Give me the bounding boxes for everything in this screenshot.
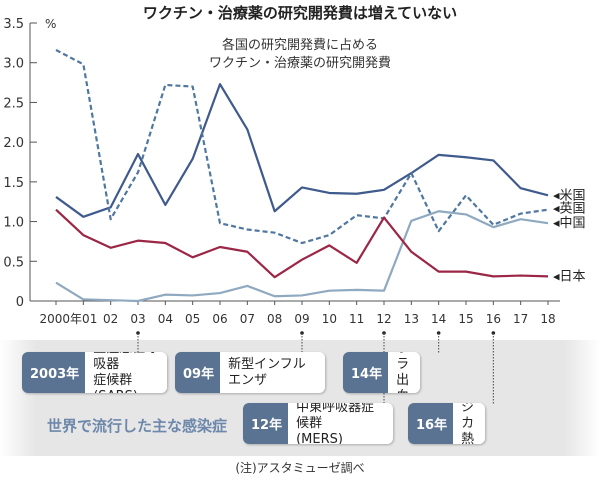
x-tick-label: 2000年01 xyxy=(40,312,98,326)
series-line-英国 xyxy=(55,49,549,245)
chart-title: ワクチン・治療薬の研究開発費は増えていない xyxy=(143,4,457,22)
y-tick-label: 2.0 xyxy=(3,136,24,151)
x-tick-label: 17 xyxy=(513,312,528,326)
x-tick-label: 02 xyxy=(103,312,118,326)
series-line-中国 xyxy=(55,210,549,303)
series-line-米国 xyxy=(55,83,549,218)
y-tick-label: 1.5 xyxy=(3,176,24,191)
x-tick-label: 14 xyxy=(431,312,446,326)
event-box: 14年エボラ 出血熱 xyxy=(343,352,420,393)
event-name: 重症急性呼吸器 症候群(SARS) xyxy=(85,352,167,393)
y-tick-label: 3.0 xyxy=(3,57,24,72)
event-name: ジカ熱 xyxy=(453,403,485,444)
y-tick-label: 2.5 xyxy=(3,96,24,111)
y-tick-label: 0.5 xyxy=(3,255,24,270)
x-tick-label: 07 xyxy=(240,312,255,326)
x-tick-label: 13 xyxy=(404,312,419,326)
event-year: 14年 xyxy=(343,352,389,393)
source-note: (注)アスタミューゼ調べ xyxy=(235,461,365,475)
event-name: エボラ 出血熱 xyxy=(388,352,420,393)
event-name: 中東呼吸器症候群 (MERS) xyxy=(288,403,393,444)
x-tick-label: 12 xyxy=(376,312,391,326)
y-tick-label: 3.5 xyxy=(3,17,24,32)
series-label: ◂日本 xyxy=(553,269,586,284)
chart-subtitle: ワクチン・治療薬の研究開発費 xyxy=(209,56,391,71)
event-box: 2003年重症急性呼吸器 症候群(SARS) xyxy=(22,352,167,393)
x-tick-label: 11 xyxy=(349,312,364,326)
x-tick-label: 04 xyxy=(158,312,173,326)
x-tick-label: 15 xyxy=(458,312,473,326)
event-year: 12年 xyxy=(243,403,289,444)
event-year: 2003年 xyxy=(22,352,86,393)
event-year: 16年 xyxy=(408,403,454,444)
x-tick-label: 08 xyxy=(267,312,282,326)
x-tick-label: 16 xyxy=(486,312,501,326)
x-tick-label: 03 xyxy=(130,312,145,326)
x-tick-label: 09 xyxy=(294,312,309,326)
x-tick-label: 05 xyxy=(185,312,200,326)
x-tick-label: 06 xyxy=(212,312,227,326)
event-box: 12年 中東呼吸器症候群 (MERS) xyxy=(243,403,393,444)
series-label: ◂英国 xyxy=(553,202,586,217)
y-axis-unit: % xyxy=(45,17,56,31)
series-label: ◂中国 xyxy=(553,216,586,231)
event-box: 09年 新型インフルエンザ xyxy=(175,352,325,393)
x-tick-label: 10 xyxy=(322,312,337,326)
y-tick-label: 0 xyxy=(16,295,24,310)
x-tick-label: 18 xyxy=(540,312,555,326)
event-box: 16年 ジカ熱 xyxy=(408,403,485,444)
series-label: ◂米国 xyxy=(553,188,586,203)
events-title: 世界で流行した主な感染症 xyxy=(47,417,228,435)
chart-subtitle: 各国の研究開発費に占める xyxy=(222,37,378,53)
event-name: 新型インフルエンザ xyxy=(220,352,325,393)
y-tick-label: 1.0 xyxy=(3,216,24,231)
event-year: 09年 xyxy=(175,352,221,393)
